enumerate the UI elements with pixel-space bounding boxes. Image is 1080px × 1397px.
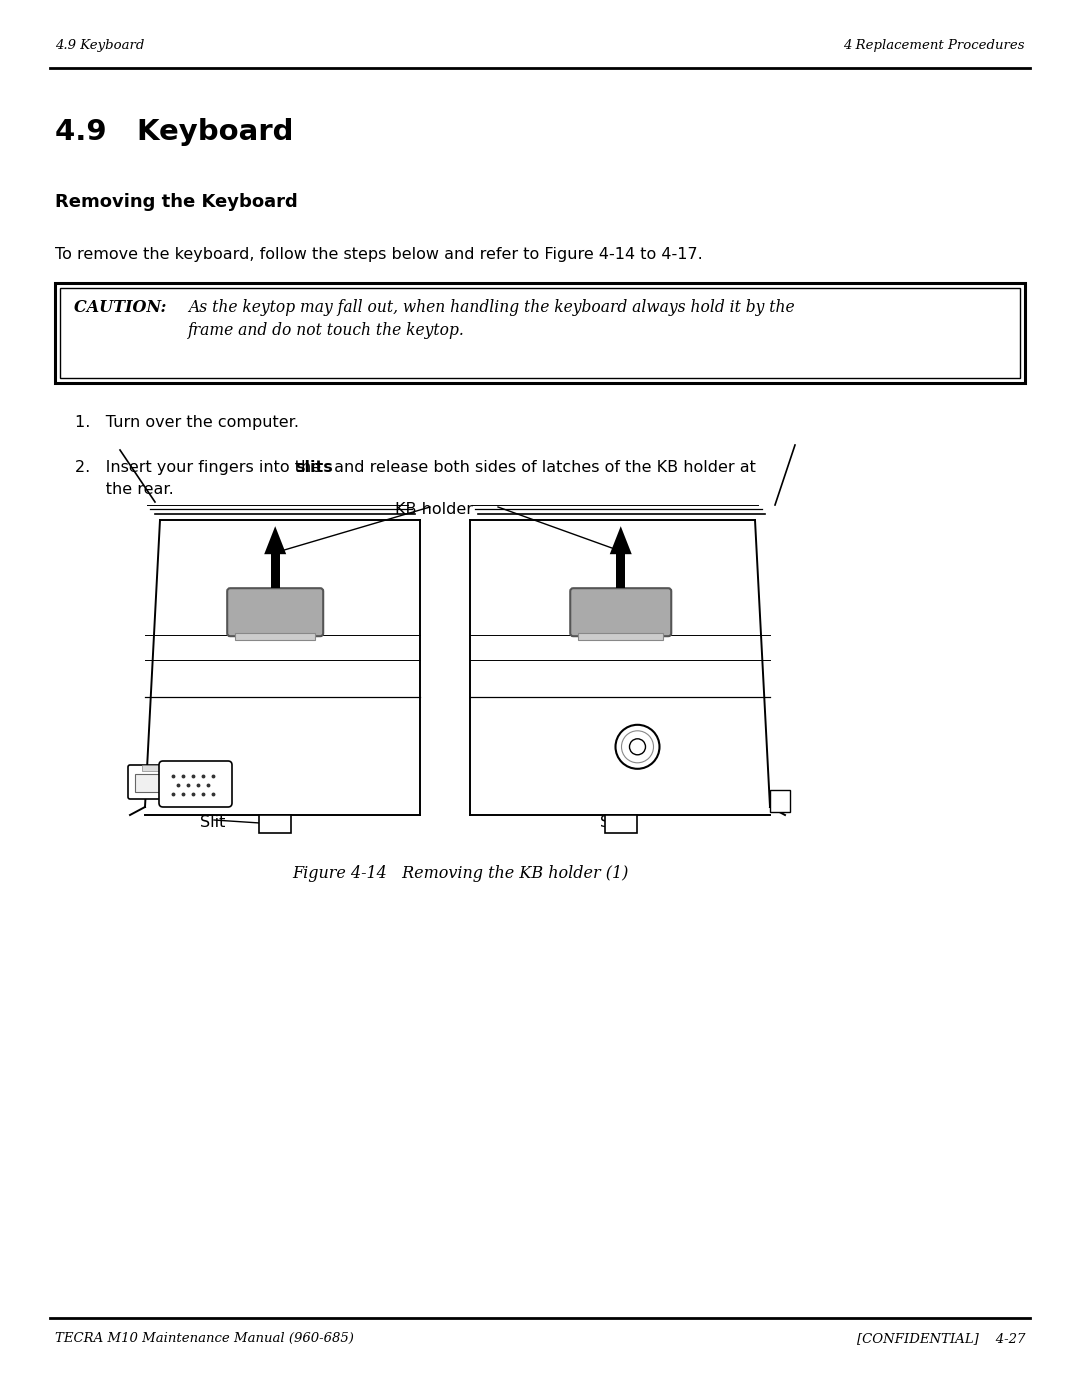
FancyBboxPatch shape xyxy=(159,761,232,807)
Text: 4.9   Keyboard: 4.9 Keyboard xyxy=(55,117,294,147)
Bar xyxy=(60,288,1020,379)
Bar xyxy=(617,555,625,588)
Text: slits: slits xyxy=(295,460,333,475)
Text: Removing the Keyboard: Removing the Keyboard xyxy=(55,193,298,211)
Polygon shape xyxy=(610,527,632,555)
Text: CAUTION:: CAUTION: xyxy=(75,299,177,316)
Bar xyxy=(578,633,663,640)
Text: Figure 4-14   Removing the KB holder (1): Figure 4-14 Removing the KB holder (1) xyxy=(292,865,629,882)
Text: To remove the keyboard, follow the steps below and refer to Figure 4-14 to 4-17.: To remove the keyboard, follow the steps… xyxy=(55,247,703,263)
Bar xyxy=(605,814,637,833)
FancyBboxPatch shape xyxy=(570,588,672,636)
Polygon shape xyxy=(265,527,286,555)
FancyBboxPatch shape xyxy=(129,766,177,799)
Text: KB holder: KB holder xyxy=(395,502,473,517)
Bar xyxy=(259,814,292,833)
Text: TECRA M10 Maintenance Manual (960-685): TECRA M10 Maintenance Manual (960-685) xyxy=(55,1331,354,1345)
Text: [CONFIDENTIAL]    4-27: [CONFIDENTIAL] 4-27 xyxy=(856,1331,1025,1345)
Text: As the keytop may fall out, when handling the keyboard always hold it by the: As the keytop may fall out, when handlin… xyxy=(188,299,795,316)
Bar xyxy=(141,766,162,771)
Bar xyxy=(235,633,315,640)
Bar xyxy=(135,774,170,792)
Text: and release both sides of latches of the KB holder at: and release both sides of latches of the… xyxy=(328,460,756,475)
Text: Slit: Slit xyxy=(200,814,226,830)
Text: 1.   Turn over the computer.: 1. Turn over the computer. xyxy=(75,415,299,430)
Bar xyxy=(271,555,280,588)
Text: 4 Replacement Procedures: 4 Replacement Procedures xyxy=(843,39,1025,52)
FancyBboxPatch shape xyxy=(227,588,323,636)
Text: 2.   Insert your fingers into the: 2. Insert your fingers into the xyxy=(75,460,326,475)
Text: the rear.: the rear. xyxy=(75,482,174,497)
Text: Slit: Slit xyxy=(600,814,625,830)
Text: frame and do not touch the keytop.: frame and do not touch the keytop. xyxy=(188,321,464,339)
Bar xyxy=(770,789,789,812)
Text: 4.9 Keyboard: 4.9 Keyboard xyxy=(55,39,145,52)
Bar xyxy=(55,284,1025,383)
